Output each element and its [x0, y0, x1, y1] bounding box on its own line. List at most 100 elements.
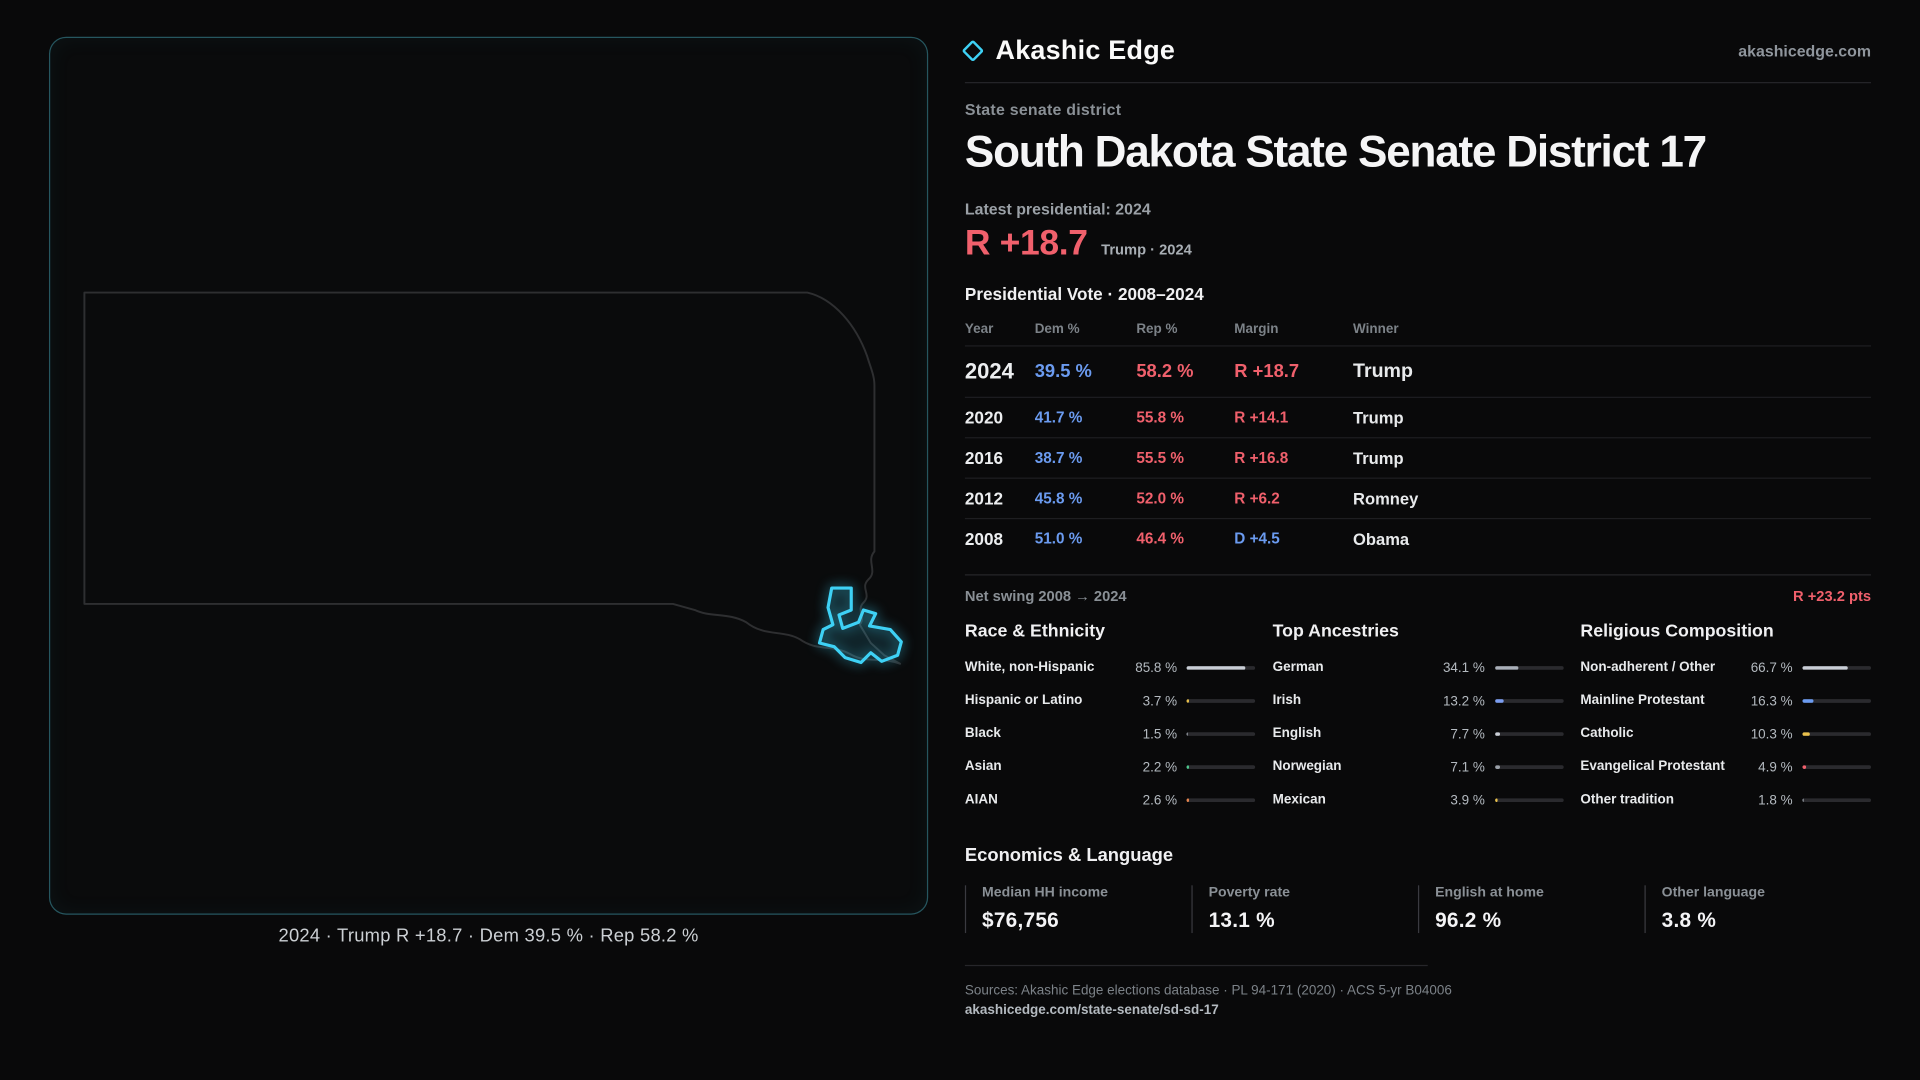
demo-value: 85.8 % [1135, 660, 1178, 676]
demo-column-title: Top Ancestries [1272, 622, 1399, 642]
vote-row: 2016 38.7 % 55.5 % R +16.8 Trump [964, 437, 1872, 477]
demo-row: Evangelical Protestant 4.9 % [1580, 757, 1872, 778]
demo-label: English [1272, 726, 1322, 742]
demo-value: 34.1 % [1442, 660, 1485, 676]
vote-margin: R +6.2 [1234, 489, 1280, 507]
vote-dem-pct: 45.8 % [1034, 489, 1083, 507]
demo-bar [1494, 798, 1564, 803]
demo-row: Catholic 10.3 % [1580, 724, 1872, 745]
demo-label: Catholic [1580, 726, 1634, 742]
demo-bar [1186, 699, 1256, 703]
latest-margin-sub: Trump · 2024 [1101, 241, 1192, 259]
demo-bar [1802, 765, 1872, 769]
demo-label: Norwegian [1272, 759, 1342, 775]
sources-text: Sources: Akashic Edge elections database… [964, 983, 1452, 998]
demo-bar [1802, 732, 1872, 736]
net-swing-label: Net swing 2008 → 2024 [964, 587, 1127, 605]
demo-value: 4.9 % [1758, 759, 1793, 775]
permalink[interactable]: akashicedge.com/state-senate/sd-sd-17 [964, 1002, 1219, 1018]
demo-label: Irish [1272, 693, 1302, 709]
net-swing-row: Net swing 2008 → 2024 R +23.2 pts [965, 588, 1871, 605]
stat-box: Median HH income $76,756 [964, 885, 1192, 934]
demo-value: 3.9 % [1450, 792, 1485, 808]
economics-title: Economics & Language [964, 844, 1174, 866]
demo-bar [1186, 765, 1256, 769]
vote-column-header: Year [964, 322, 994, 337]
footer-divider [964, 964, 1428, 967]
net-swing-value: R +23.2 pts [1793, 587, 1872, 605]
demo-bar [1186, 666, 1256, 670]
vote-row: 2024 39.5 % 58.2 % R +18.7 Trump [964, 345, 1872, 396]
demo-label: Mainline Protestant [1580, 693, 1705, 709]
vote-dem-pct: 38.7 % [1034, 449, 1083, 467]
demo-label: Black [964, 726, 1001, 742]
map-caption: 2024 · Trump R +18.7 · Dem 39.5 % · Rep … [278, 925, 699, 947]
demo-value: 7.7 % [1450, 726, 1485, 742]
demo-row: English 7.7 % [1273, 724, 1564, 745]
demo-label: Evangelical Protestant [1580, 759, 1725, 775]
vote-row: 2008 51.0 % 46.4 % D +4.5 Obama [964, 517, 1872, 558]
brand: Akashic Edge [961, 34, 1176, 66]
demo-label: Hispanic or Latino [964, 693, 1083, 709]
header-divider [964, 82, 1872, 84]
demo-bar [1802, 666, 1872, 670]
demo-value: 1.5 % [1142, 726, 1178, 742]
demo-bar [1186, 798, 1256, 803]
demo-value: 16.3 % [1750, 693, 1793, 709]
latest-margin-value: R +18.7 [964, 224, 1088, 264]
demo-row: Hispanic or Latino 3.7 % [965, 691, 1256, 712]
demo-row: Other tradition 1.8 % [1580, 790, 1872, 811]
vote-winner: Romney [1353, 489, 1419, 508]
stat-label: Median HH income [982, 885, 1109, 900]
vote-rep-pct: 52.0 % [1136, 489, 1184, 507]
stat-value: $76,756 [982, 908, 1060, 932]
vote-table-header: Year Dem % Rep % Margin Winner [965, 313, 1871, 345]
demo-bar [1802, 798, 1872, 803]
stat-box: Other language 3.8 % [1644, 885, 1871, 934]
vote-year: 2020 [964, 407, 1004, 428]
vote-row: 2020 41.7 % 55.8 % R +14.1 Trump [964, 396, 1872, 437]
demo-value: 2.2 % [1142, 759, 1178, 775]
demo-row: Black 1.5 % [965, 724, 1256, 745]
stat-value: 96.2 % [1435, 908, 1502, 932]
stat-value: 13.1 % [1208, 908, 1275, 932]
detail-panel: Akashic Edge akashicedge.com State senat… [961, 0, 1872, 1020]
vote-dem-pct: 41.7 % [1034, 408, 1083, 427]
district-map-panel [48, 36, 929, 915]
demographics: Race & Ethnicity White, non-Hispanic 85.8 … [964, 622, 1872, 823]
demo-label: German [1272, 660, 1324, 676]
demo-column-title: Race & Ethnicity [964, 622, 1106, 642]
stat-box: Poverty rate 13.1 % [1191, 885, 1418, 934]
latest-margin-row: R +18.7 Trump · 2024 [965, 224, 1871, 264]
page-title: South Dakota State Senate District 17 [964, 126, 1707, 177]
vote-winner: Trump [1353, 448, 1404, 468]
vote-rep-pct: 55.8 % [1136, 408, 1184, 427]
demo-value: 1.8 % [1758, 792, 1793, 808]
stat-label: English at home [1435, 885, 1544, 900]
vote-margin: R +16.8 [1234, 449, 1289, 467]
district-17-shape[interactable] [817, 586, 903, 665]
vote-row: 2012 45.8 % 52.0 % R +6.2 Romney [964, 477, 1872, 518]
demo-row: Non-adherent / Other 66.7 % [1580, 658, 1872, 679]
brand-name: Akashic Edge [995, 34, 1176, 65]
vote-year: 2008 [964, 528, 1004, 549]
table-divider [964, 574, 1872, 576]
demo-label: Other tradition [1580, 792, 1674, 808]
vote-table-title: Presidential Vote · 2008–2024 [964, 284, 1204, 304]
demo-value: 10.3 % [1750, 726, 1793, 742]
demo-row: Irish 13.2 % [1273, 691, 1564, 712]
latest-presidential-label: Latest presidential: 2024 [964, 199, 1151, 218]
site-link[interactable]: akashicedge.com [1738, 41, 1872, 60]
app-header: Akashic Edge akashicedge.com [961, 0, 1872, 66]
demo-label: Mexican [1272, 792, 1326, 808]
vote-column-header: Winner [1353, 322, 1399, 337]
vote-table: Year Dem % Rep % Margin Winner 2024 39.5 % 58.… [964, 313, 1872, 558]
demo-row: White, non-Hispanic 85.8 % [965, 658, 1256, 679]
vote-winner: Obama [1353, 529, 1410, 548]
stat-label: Poverty rate [1208, 885, 1290, 900]
vote-column-header: Dem % [1034, 322, 1080, 337]
demo-bar [1802, 699, 1872, 703]
demo-label: Non-adherent / Other [1580, 660, 1716, 676]
demo-value: 13.2 % [1442, 693, 1485, 709]
